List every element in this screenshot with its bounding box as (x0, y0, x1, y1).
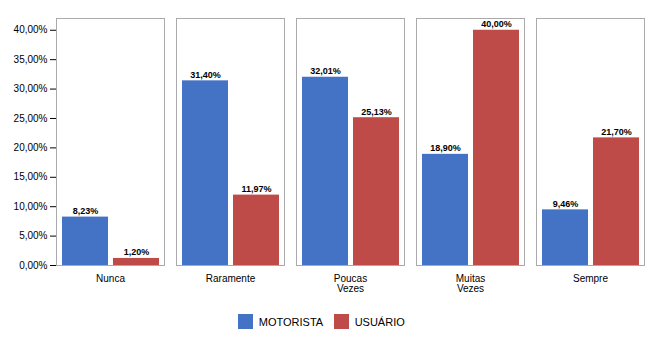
svg-text:40,00%: 40,00% (481, 19, 512, 29)
svg-text:0,00%: 0,00% (19, 260, 47, 271)
svg-text:1,20%: 1,20% (124, 247, 150, 257)
svg-text:21,70%: 21,70% (601, 127, 632, 137)
svg-text:Sempre: Sempre (573, 273, 608, 284)
svg-text:31,40%: 31,40% (190, 70, 221, 80)
svg-text:35,00%: 35,00% (14, 54, 48, 65)
svg-text:11,97%: 11,97% (241, 184, 271, 194)
svg-text:20,00%: 20,00% (14, 142, 48, 153)
svg-text:9,46%: 9,46% (553, 199, 579, 209)
svg-text:Nunca: Nunca (96, 273, 125, 284)
svg-text:Raramente: Raramente (206, 273, 256, 284)
html-text:MOTORISTA: MOTORISTA (258, 315, 324, 328)
svg-text:32,01%: 32,01% (310, 66, 341, 76)
svg-text:25,00%: 25,00% (14, 113, 48, 124)
svg-text:18,90%: 18,90% (430, 143, 461, 153)
svg-text:15,00%: 15,00% (14, 171, 48, 182)
svg-text:8,23%: 8,23% (73, 206, 99, 216)
svg-text:25,13%: 25,13% (361, 107, 392, 117)
svg-text:MuitasVezes: MuitasVezes (456, 273, 485, 294)
svg-text:10,00%: 10,00% (14, 201, 48, 212)
html-text:USUÁRIO: USUÁRIO (354, 315, 405, 328)
svg-text:PoucasVezes: PoucasVezes (334, 273, 367, 294)
svg-text:30,00%: 30,00% (14, 83, 48, 94)
svg-text:5,00%: 5,00% (19, 230, 47, 241)
svg-text:40,00%: 40,00% (14, 24, 48, 35)
